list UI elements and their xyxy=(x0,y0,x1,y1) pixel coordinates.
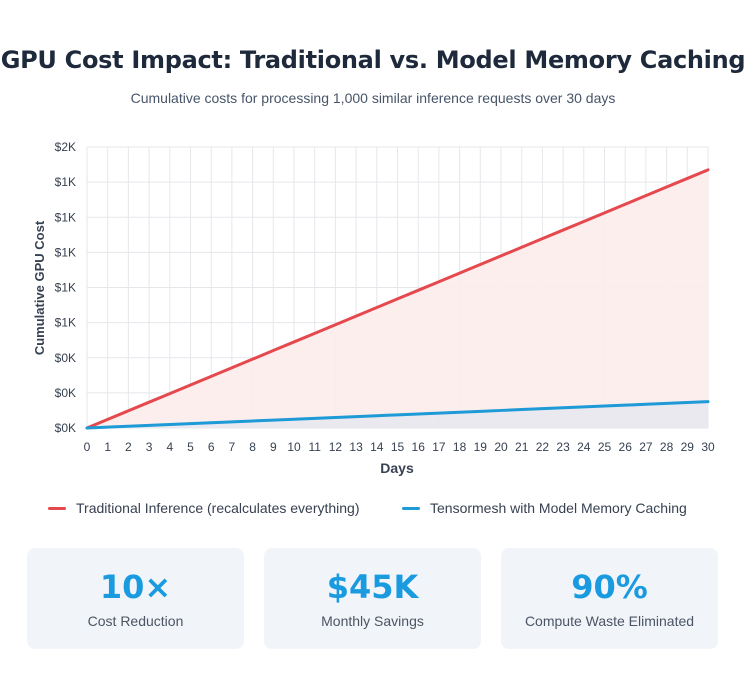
x-tick-label: 28 xyxy=(660,440,674,454)
x-tick-label: 29 xyxy=(681,440,695,454)
x-tick-label: 1 xyxy=(104,440,111,454)
x-tick-label: 17 xyxy=(432,440,446,454)
x-tick-label: 27 xyxy=(639,440,653,454)
y-tick-label: $2K xyxy=(55,140,76,154)
x-tick-label: 12 xyxy=(329,440,343,454)
x-tick-label: 5 xyxy=(187,440,194,454)
y-tick-label: $0K xyxy=(55,386,76,400)
x-tick-label: 24 xyxy=(577,440,591,454)
stat-value: $45K xyxy=(326,568,419,606)
stat-value: 10× xyxy=(99,568,172,606)
x-tick-label: 23 xyxy=(556,440,570,454)
x-tick-label: 4 xyxy=(166,440,173,454)
x-tick-label: 13 xyxy=(349,440,363,454)
x-tick-label: 11 xyxy=(308,440,321,454)
x-tick-label: 30 xyxy=(701,440,715,454)
legend-swatch-tensormesh xyxy=(402,506,420,510)
legend-label-tensormesh: Tensormesh with Model Memory Caching xyxy=(430,500,687,516)
x-tick-label: 18 xyxy=(453,440,467,454)
x-tick-label: 10 xyxy=(287,440,301,454)
x-tick-label: 20 xyxy=(494,440,508,454)
legend-swatch-traditional xyxy=(48,506,66,510)
line-tensormesh xyxy=(85,400,710,430)
x-tick-label: 14 xyxy=(370,440,384,454)
y-tick-label: $1K xyxy=(55,245,76,259)
y-tick-label: $0K xyxy=(55,351,76,365)
x-tick-label: 8 xyxy=(249,440,256,454)
legend-label-traditional: Traditional Inference (recalculates ever… xyxy=(76,500,360,516)
y-tick-label: $1K xyxy=(55,316,76,330)
x-tick-label: 6 xyxy=(208,440,215,454)
x-tick-label: 9 xyxy=(270,440,277,454)
stat-card-monthly-savings: $45K Monthly Savings xyxy=(264,548,481,649)
chart-subtitle: Cumulative costs for processing 1,000 si… xyxy=(130,90,616,106)
x-tick-label: 16 xyxy=(412,440,426,454)
x-tick-label: 25 xyxy=(598,440,612,454)
stat-card-compute-waste: 90% Compute Waste Eliminated xyxy=(501,548,718,649)
legend-item-traditional[interactable]: Traditional Inference (recalculates ever… xyxy=(48,500,360,516)
line-traditional xyxy=(85,168,710,430)
x-tick-label: 3 xyxy=(146,440,153,454)
y-axis-ticks: $0K $0K $0K $1K $1K $1K $1K $1K $2K xyxy=(55,140,76,435)
x-tick-label: 26 xyxy=(619,440,633,454)
y-axis-label: Cumulative GPU Cost xyxy=(32,220,47,355)
y-tick-label: $1K xyxy=(55,210,76,224)
x-tick-label: 15 xyxy=(391,440,405,454)
stat-label: Cost Reduction xyxy=(87,613,184,629)
y-tick-label: $1K xyxy=(55,175,76,189)
cost-chart: $0K$0K$0K$1K$1K$1K$1K$1K$2K 0 1 2 3 4 5 6 7 8 9 10… xyxy=(32,140,715,476)
x-tick-label: 2 xyxy=(125,440,132,454)
stat-label: Monthly Savings xyxy=(321,613,424,629)
y-tick-label: $1K xyxy=(55,281,76,295)
stat-label: Compute Waste Eliminated xyxy=(524,613,695,629)
x-axis-ticks: 0 1 2 3 4 5 6 7 8 9 10 11 12 13 14 15 16 17 18 19 20 21 22 23 24… xyxy=(84,440,715,454)
chart-title: GPU Cost Impact: Traditional vs. Model M… xyxy=(0,46,746,74)
x-tick-label: 7 xyxy=(229,440,236,454)
stat-value: 90% xyxy=(571,568,648,606)
x-axis-label: Days xyxy=(380,460,414,476)
stat-card-cost-reduction: 10× Cost Reduction xyxy=(27,548,244,649)
y-tick-label: $0K xyxy=(55,421,76,435)
legend-item-tensormesh[interactable]: Tensormesh with Model Memory Caching xyxy=(402,500,687,516)
x-tick-label: 19 xyxy=(474,440,488,454)
x-tick-label: 21 xyxy=(515,440,529,454)
chart-lines xyxy=(85,168,710,430)
x-tick-label: 22 xyxy=(536,440,550,454)
x-tick-label: 0 xyxy=(84,440,91,454)
